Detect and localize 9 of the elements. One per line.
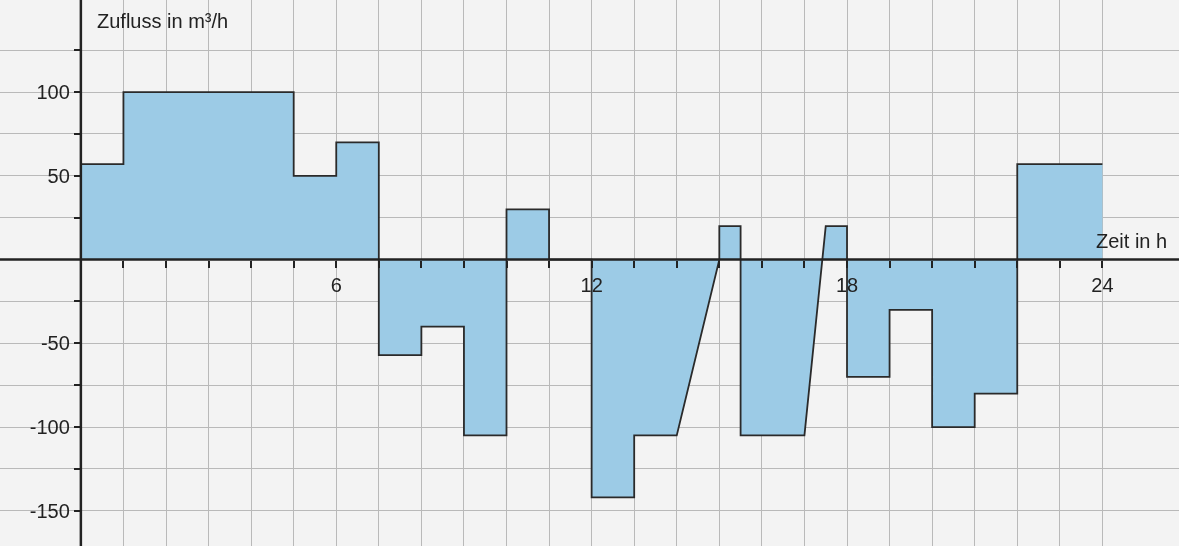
y-axis-title: Zufluss in m³/h	[97, 10, 229, 32]
x-tick-label: 6	[330, 273, 342, 296]
y-tick-label: 50	[47, 164, 70, 187]
y-tick-label: -150	[29, 499, 70, 522]
y-tick-label: 100	[36, 81, 70, 104]
y-tick-label: -50	[40, 332, 70, 355]
y-tick-label: -100	[29, 416, 70, 439]
x-axis-title: Zeit in h	[1096, 230, 1168, 252]
x-tick-label: 24	[1091, 273, 1114, 296]
